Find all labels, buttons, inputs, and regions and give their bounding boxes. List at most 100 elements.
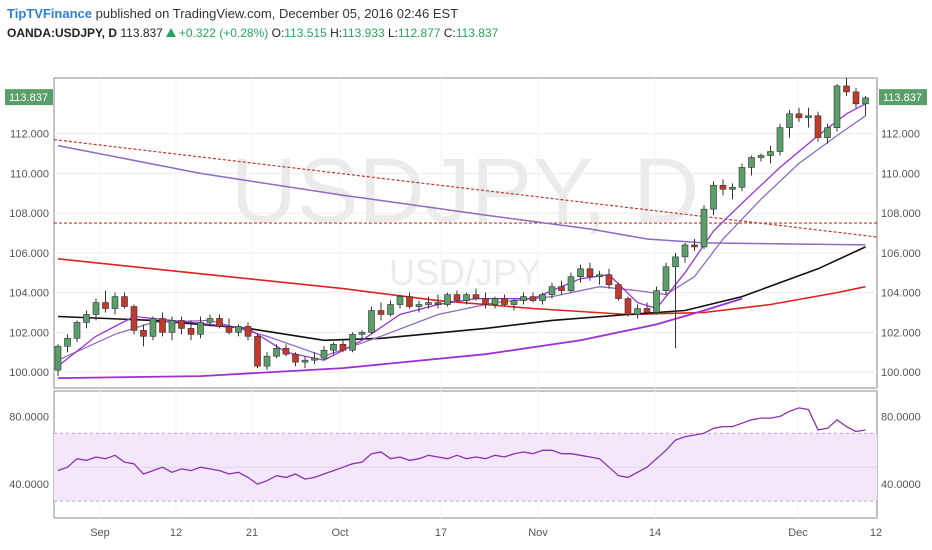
candle-body [577,268,584,278]
candle-body [54,345,62,371]
candle-body [539,294,546,301]
candle-body [64,338,71,347]
candle-body [653,290,660,313]
candle-body [425,302,432,305]
price-tick-right: 100.000 [881,367,921,379]
candle-body [795,113,803,119]
ohlc-line: OANDA:USDJPY, D 113.837 +0.322 (+0.28%) O… [7,26,498,40]
candle-body [463,294,470,301]
last-price-badge-left [5,89,53,106]
candle-body [149,318,157,337]
candle-body [643,308,651,313]
rsi-indicator [54,407,877,502]
price-tick-left: 100.000 [9,367,49,379]
candle-body [387,304,394,315]
candles [54,78,869,377]
candle-body [852,91,860,105]
candle-body [453,294,461,301]
price-tick-right: 102.000 [881,327,921,339]
chart-header: TipTVFinance published on TradingView.co… [0,0,932,48]
candle-body [178,320,185,329]
candle-body [311,357,318,361]
candle-body [501,298,508,305]
candle-body [330,343,337,351]
candle-body [520,296,527,301]
candle-body [263,355,271,367]
candle-body [567,276,575,291]
candle-body [472,294,480,299]
axes: 100.000 100.000 102.000 102.000 104.000 104.0… [5,89,927,539]
time-tick-label: 17 [435,527,447,539]
candle-body [282,347,290,355]
candle-body [434,302,442,305]
candle-body [339,343,347,351]
candle-body [662,266,670,291]
candle-body [482,298,489,305]
candle-body [596,274,603,278]
candle-body [634,308,641,315]
candle-body [814,115,822,138]
candle-body [767,151,774,156]
candle-body [130,306,138,331]
publish-line: TipTVFinance published on TradingView.co… [7,6,458,21]
low-value: 112.877 [397,26,441,40]
time-tick-label: Sep [90,527,110,539]
time-tick-label: 12 [170,527,182,539]
close-label: C: [443,26,456,40]
price-tick-left: 108.000 [9,208,49,220]
candle-body [102,302,109,309]
candle-body [605,274,613,285]
candle-body [729,186,736,190]
up-arrow-icon [165,28,176,37]
candle-body [396,296,404,305]
candle-body [254,336,261,367]
candle-body [216,318,223,327]
candle-body [377,310,385,315]
price-tick-left: 104.000 [9,288,49,300]
author-link[interactable]: TipTVFinance [7,6,92,21]
rsi-tick-right: 40.0000 [881,479,921,491]
candle-body [168,320,176,333]
candle-body [843,85,850,93]
candle-body [225,326,233,333]
candle-body [187,328,195,335]
candle-body [558,286,565,291]
low-label: L: [387,26,398,40]
candle-body [406,296,413,307]
candle-body [140,330,147,337]
candle-body [510,300,518,305]
candle-body [235,326,242,333]
candle-body [748,157,755,168]
candle-body [159,318,166,333]
price-tick-right: 108.000 [881,208,921,220]
price-change: +0.322 (+0.28%) [178,26,269,40]
candle-body [415,304,423,307]
candle-body [83,314,90,323]
price-tick-left: 112.000 [10,129,49,141]
time-tick-label: Dec [788,527,808,539]
candle-body [121,296,128,307]
candle-body [73,322,81,339]
high-label: H: [330,26,343,40]
last-price: 113.837 [120,26,163,40]
time-tick-label: Oct [331,527,348,539]
candle-body [301,359,309,363]
candle-body [757,155,765,158]
rsi-tick-right: 80.0000 [881,411,921,423]
candle-body [738,167,746,188]
candle-body [862,97,869,105]
candle-body [700,208,708,248]
candle-body [349,334,356,351]
candle-body [358,332,366,335]
candle-body [444,294,451,305]
candle-body [615,284,622,299]
watermark-symbol: USDJPY, D [231,140,700,242]
candle-body [624,298,632,315]
price-tick-right: 106.000 [881,248,921,260]
rsi-line [57,407,866,485]
price-tick-right: 110.000 [881,168,920,180]
candle-body [206,318,214,323]
candle-body [92,302,100,315]
candle-body [197,322,204,335]
